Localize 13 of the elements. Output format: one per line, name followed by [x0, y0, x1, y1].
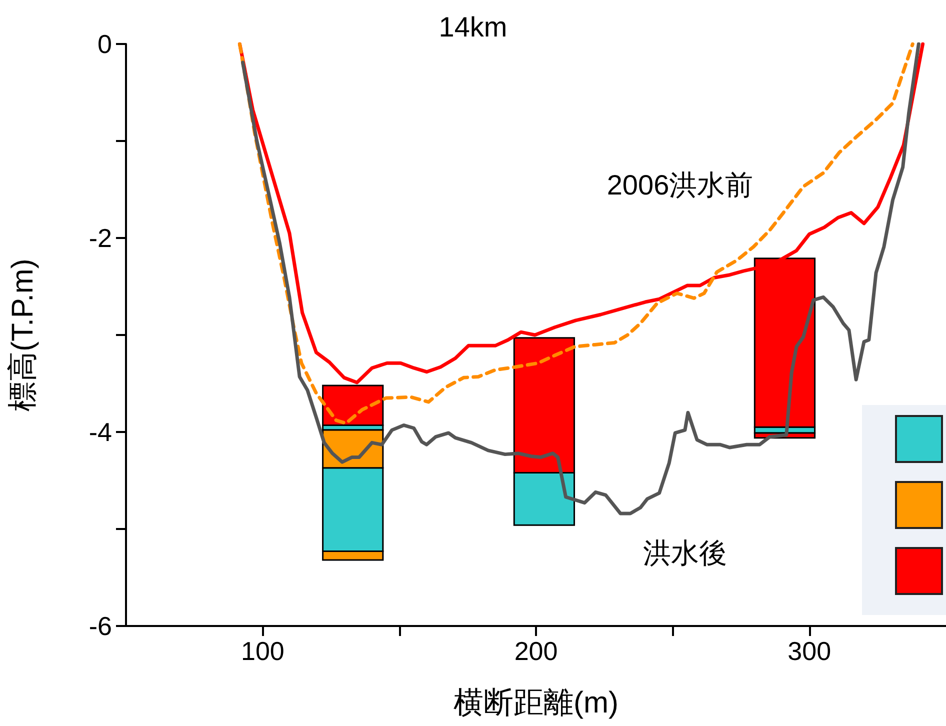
y-axis-title: 標高(T.P.m) [6, 258, 40, 412]
annotation: 洪水後 [643, 538, 727, 568]
y-tick-label: 0 [98, 29, 112, 59]
x-axis-title: 横断距離(m) [454, 686, 618, 720]
chart-title: 14km [438, 12, 508, 42]
x-tick-label: 100 [240, 636, 284, 666]
x-tick-label: 300 [788, 636, 832, 666]
y-tick-label: -6 [88, 611, 112, 641]
y-tick-label: -4 [88, 417, 112, 447]
line-series [240, 42, 920, 516]
y-tick-label: -2 [88, 223, 112, 253]
x-tick-label: 200 [514, 636, 558, 666]
annotation: 2006洪水前 [606, 170, 754, 200]
